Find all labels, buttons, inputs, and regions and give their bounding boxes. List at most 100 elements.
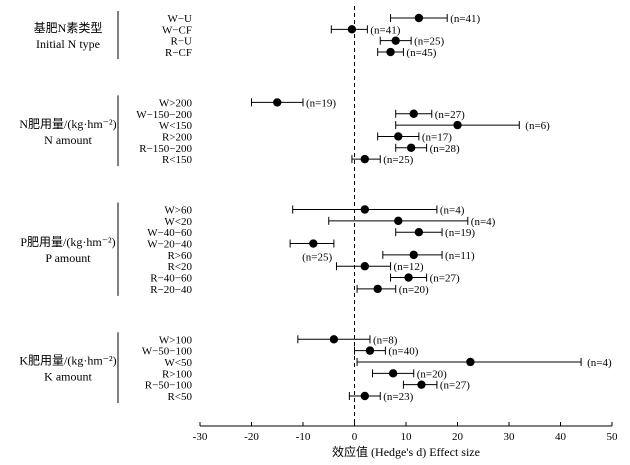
row-label: W<150 — [159, 120, 193, 132]
row-label: R−U — [171, 36, 193, 48]
mean-point — [417, 380, 426, 389]
forest-row: R−150−200 (n=28) — [139, 143, 460, 155]
mean-point — [453, 120, 462, 130]
x-tick-label: -20 — [244, 431, 259, 443]
sample-size-label: (n=8) — [373, 334, 398, 346]
row-label: W−50−100 — [142, 346, 193, 358]
mean-point — [386, 47, 395, 57]
forest-row: R>200 (n=17) — [162, 131, 452, 143]
mean-point — [360, 262, 369, 271]
row-label: W−150−200 — [136, 109, 192, 121]
x-tick-label: 30 — [504, 431, 516, 443]
mean-point — [409, 109, 418, 118]
sample-size-label: (n=4) — [440, 205, 465, 217]
row-label: R>200 — [162, 131, 193, 143]
group-title-cn: 基肥N素类型 — [34, 21, 103, 35]
forest-row: R−40−60 (n=27) — [150, 273, 460, 285]
row-label: W−U — [167, 13, 192, 25]
sample-size-label: (n=6) — [525, 120, 550, 132]
x-tick-label: 0 — [352, 431, 358, 443]
sample-size-label: (n=27) — [440, 380, 470, 392]
forest-row: R−CF (n=45) — [165, 47, 437, 59]
sample-size-label: (n=41) — [450, 13, 480, 25]
forest-row: R−20−40 (n=20) — [150, 284, 429, 296]
group-title-en: N amount — [44, 133, 92, 147]
forest-row: W<50 (n=4) — [164, 357, 612, 369]
forest-row: W>100 (n=8) — [159, 334, 398, 346]
group-labels: 基肥N素类型 Initial N type N肥用量/(kg·hm⁻²) N amou… — [19, 11, 119, 403]
row-label: W−20−40 — [147, 239, 192, 251]
x-tick-label: 40 — [555, 431, 567, 443]
forest-row: W>60 (n=4) — [164, 205, 464, 217]
mean-point — [404, 273, 413, 282]
forest-row: W>200 (n=19) — [159, 97, 336, 109]
mean-point — [388, 369, 398, 378]
mean-point — [466, 357, 475, 367]
x-tick-label: -30 — [193, 431, 208, 443]
sample-size-label: (n=11) — [445, 250, 475, 262]
row-label: R−40−60 — [150, 273, 192, 285]
row-label: R−CF — [165, 47, 192, 59]
forest-row: W<20 (n=4) — [164, 216, 495, 228]
sample-size-label: (n=20) — [417, 368, 447, 380]
sample-size-label: (n=17) — [422, 131, 452, 143]
sample-size-label: (n=20) — [399, 284, 429, 296]
row-label: R−50−100 — [145, 380, 193, 392]
x-tick-label: 50 — [607, 431, 619, 443]
forest-row: W−20−40 (n=25) — [147, 239, 335, 264]
mean-point — [406, 143, 416, 152]
row-label: W<20 — [164, 216, 192, 228]
group-title-en: P amount — [45, 251, 91, 265]
forest-row: W−U (n=41) — [167, 13, 480, 25]
x-tick-label: 20 — [452, 431, 464, 443]
row-label: R>100 — [162, 368, 193, 380]
group-title-cn: K肥用量/(kg·hm⁻²) — [19, 354, 116, 368]
mean-point — [373, 284, 382, 294]
forest-row: W−50−100 (n=40) — [142, 346, 419, 358]
mean-point — [409, 250, 418, 260]
group-title-en: K amount — [44, 370, 92, 384]
x-axis-label: 效应值 (Hedge's d) Effect size — [332, 444, 480, 459]
sample-size-label: (n=28) — [430, 143, 460, 155]
sample-size-label: (n=25) — [414, 36, 444, 48]
sample-size-label: (n=19) — [445, 227, 475, 239]
sample-size-label: (n=23) — [383, 391, 413, 403]
mean-point — [365, 346, 375, 355]
forest-row: R<50 (n=23) — [167, 391, 413, 403]
mean-point — [394, 216, 403, 226]
sample-size-label: (n=45) — [406, 47, 436, 59]
row-label: W>200 — [159, 97, 193, 109]
mean-point — [391, 36, 400, 45]
row-label: W−40−60 — [147, 227, 192, 239]
forest-row: R>100 (n=20) — [162, 368, 447, 380]
row-label: R−20−40 — [150, 284, 192, 296]
row-label: R<50 — [167, 391, 192, 403]
mean-point — [273, 98, 282, 107]
mean-point — [360, 391, 369, 401]
sample-size-label: (n=41) — [370, 24, 400, 36]
row-label: W<50 — [164, 357, 192, 369]
mean-point — [414, 13, 424, 23]
row-label: R−150−200 — [139, 143, 192, 155]
forest-row: W−40−60 (n=19) — [147, 227, 475, 239]
sample-size-label: (n=25) — [383, 154, 413, 166]
forest-row: R<150 (n=25) — [162, 154, 414, 166]
forest-row: R−50−100 (n=27) — [145, 380, 471, 392]
forest-row: W<150 (n=6) — [159, 120, 550, 132]
mean-point — [329, 335, 339, 344]
forest-row: W−CF (n=41) — [162, 24, 401, 36]
sample-size-label: (n=27) — [430, 273, 460, 285]
group-title-cn: N肥用量/(kg·hm⁻²) — [19, 117, 116, 131]
forest-row: R−U (n=25) — [171, 36, 445, 48]
row-label: R<20 — [167, 261, 192, 273]
sample-size-label: (n=19) — [306, 97, 336, 109]
row-label: W>60 — [164, 205, 192, 217]
x-axis: -30 -20 -10 0 10 20 30 40 50 — [193, 6, 618, 443]
mean-point — [394, 132, 403, 141]
sample-size-label: (n=12) — [394, 261, 424, 273]
x-tick-label: 10 — [401, 431, 413, 443]
sample-size-label: (n=4) — [587, 357, 612, 369]
group-title-cn: P肥用量/(kg·hm⁻²) — [20, 235, 115, 249]
sample-size-label: (n=4) — [471, 216, 496, 228]
mean-point — [360, 154, 369, 164]
